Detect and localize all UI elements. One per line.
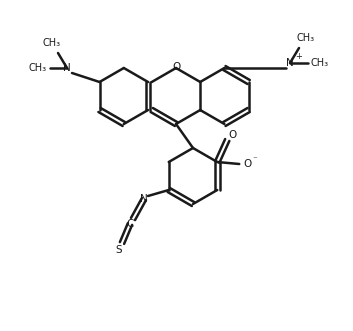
Text: CH₃: CH₃	[297, 33, 315, 43]
Text: N: N	[286, 58, 294, 68]
Text: N: N	[63, 63, 71, 73]
Text: CH₃: CH₃	[311, 58, 329, 68]
Text: S: S	[116, 245, 122, 255]
Text: N: N	[140, 194, 148, 204]
Text: CH₃: CH₃	[43, 38, 61, 48]
Text: O: O	[172, 62, 180, 72]
Text: O: O	[243, 159, 251, 169]
Text: O: O	[228, 130, 237, 140]
Text: C: C	[126, 219, 134, 229]
Text: CH₃: CH₃	[29, 63, 47, 73]
Text: +: +	[295, 52, 303, 61]
Text: ⁻: ⁻	[253, 156, 258, 165]
